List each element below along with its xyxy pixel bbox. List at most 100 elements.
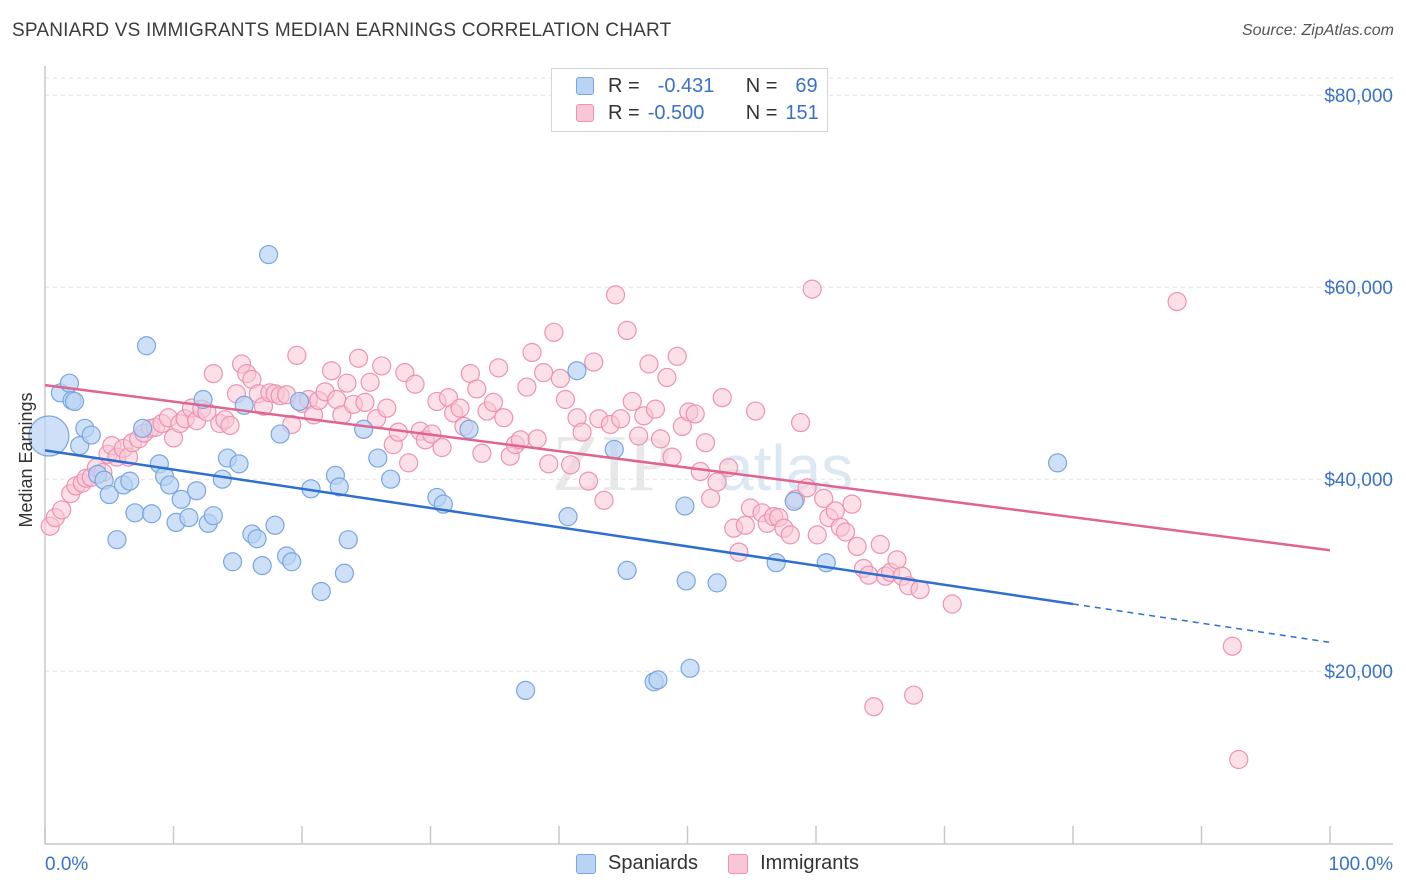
immigrants-point [544, 322, 564, 342]
immigrants-legend-label: Immigrants [760, 852, 859, 874]
spaniards-point [289, 391, 310, 412]
spaniards-point [676, 571, 696, 591]
immigrants-point [807, 525, 827, 545]
spaniards-point [99, 484, 119, 505]
spaniards-point [604, 439, 624, 460]
immigrants-swatch [576, 104, 594, 122]
immigrants-point [584, 352, 604, 372]
tick-labels: $20,000 $40,000 $60,000 $80,000 0.0% 100.0% [45, 86, 1393, 875]
immigrants-point [685, 404, 705, 424]
spaniards-point [680, 658, 700, 678]
n-label: N = [745, 101, 778, 124]
y-tick-label: $80,000 [1324, 86, 1393, 107]
spaniards-point [558, 507, 578, 527]
immigrants-point [450, 398, 470, 418]
immigrants-point [707, 472, 727, 492]
immigrants-point [550, 368, 570, 388]
spaniards-legend-swatch [576, 853, 596, 874]
spaniards-point [28, 415, 70, 457]
immigrants-point [287, 345, 307, 365]
y-tick-label: $40,000 [1324, 470, 1393, 491]
immigrants-point [555, 389, 576, 410]
immigrants-point [870, 534, 890, 555]
r-label: R = [608, 74, 640, 97]
y-axis-label: Median Earnings [16, 392, 36, 527]
immigrants-point [489, 358, 509, 378]
immigrants-point [639, 354, 659, 374]
spaniards-point [265, 515, 285, 535]
immigrants-point [667, 346, 687, 366]
immigrants-point [790, 412, 811, 433]
immigrants-point [842, 494, 862, 514]
legend-item-spaniards: Spaniards [576, 852, 698, 875]
immigrants-point [904, 685, 924, 705]
chart-source: Source: ZipAtlas.com [1241, 22, 1394, 39]
spaniards-n-value: 69 [795, 74, 818, 97]
y-tick-label: $60,000 [1324, 278, 1393, 299]
spaniards-point [203, 506, 223, 526]
immigrants-point [539, 454, 559, 474]
spaniards-point [675, 496, 695, 516]
immigrants-point [355, 392, 375, 412]
immigrants-point [887, 550, 907, 570]
spaniards-point [136, 336, 157, 356]
spaniards-point [81, 425, 101, 445]
spaniards-point [617, 560, 637, 581]
immigrants-point [377, 398, 397, 418]
immigrants-point [533, 363, 554, 383]
immigrants-point [527, 429, 547, 449]
spaniards-point [784, 491, 804, 511]
spaniards-point [212, 469, 232, 489]
immigrants-point [399, 453, 419, 473]
immigrants-point [560, 455, 581, 475]
immigrants-point [835, 522, 856, 542]
immigrants-point [695, 433, 716, 453]
immigrants-point [1167, 292, 1187, 312]
spaniards-point [368, 448, 388, 468]
spaniards-point [381, 469, 401, 489]
immigrants-point [522, 342, 542, 363]
immigrants-point [578, 471, 599, 491]
zipatlas-watermark: ZIP atlas [552, 420, 853, 508]
spaniards-point [311, 581, 331, 602]
r-label: R = [608, 101, 640, 124]
immigrants-point [690, 461, 710, 482]
spaniards-swatch [576, 77, 594, 95]
immigrants-point [348, 348, 369, 368]
spaniards-point [247, 529, 267, 549]
spaniards-point [282, 552, 302, 572]
spaniards-point [133, 418, 153, 438]
spaniards-point [648, 670, 668, 690]
x-tick-label-min: 0.0% [45, 854, 88, 875]
immigrants-point [617, 320, 637, 340]
chart-title: SPANIARD VS IMMIGRANTS MEDIAN EARNINGS C… [12, 20, 672, 41]
immigrants-point [572, 422, 592, 442]
immigrants-legend-swatch [728, 853, 749, 874]
spaniards-point [270, 424, 290, 444]
immigrants-point [629, 426, 649, 446]
immigrants-point [405, 374, 425, 394]
spaniards-point [252, 555, 272, 576]
legend-row-immigrants: R = -0.500 N = 151 [576, 101, 819, 125]
spaniards-trend-line [44, 449, 1074, 606]
immigrants-point [605, 285, 626, 305]
immigrants-point [1229, 749, 1249, 770]
immigrants-point [483, 392, 504, 412]
spaniards-point [354, 419, 374, 439]
spaniards-point [338, 530, 358, 550]
trend-lines [44, 383, 1331, 644]
legend-row-spaniards: R = -0.431 N = 69 [576, 74, 818, 98]
spaniards-point [171, 489, 191, 509]
immigrants-point [814, 488, 834, 508]
spaniards-point [459, 419, 479, 439]
immigrants-point [220, 415, 240, 436]
immigrants-point [52, 500, 72, 520]
immigrants-point [864, 697, 884, 717]
spaniards-point [125, 503, 145, 523]
spaniards-point [107, 530, 127, 550]
series-legend: Spaniards Immigrants [576, 852, 889, 875]
spaniards-point [179, 507, 199, 528]
spaniards-r-value: -0.431 [657, 74, 715, 97]
correlation-legend: R = -0.431 N = 69 R = -0.500 N = 151 [551, 68, 828, 132]
immigrants-point [494, 408, 514, 428]
